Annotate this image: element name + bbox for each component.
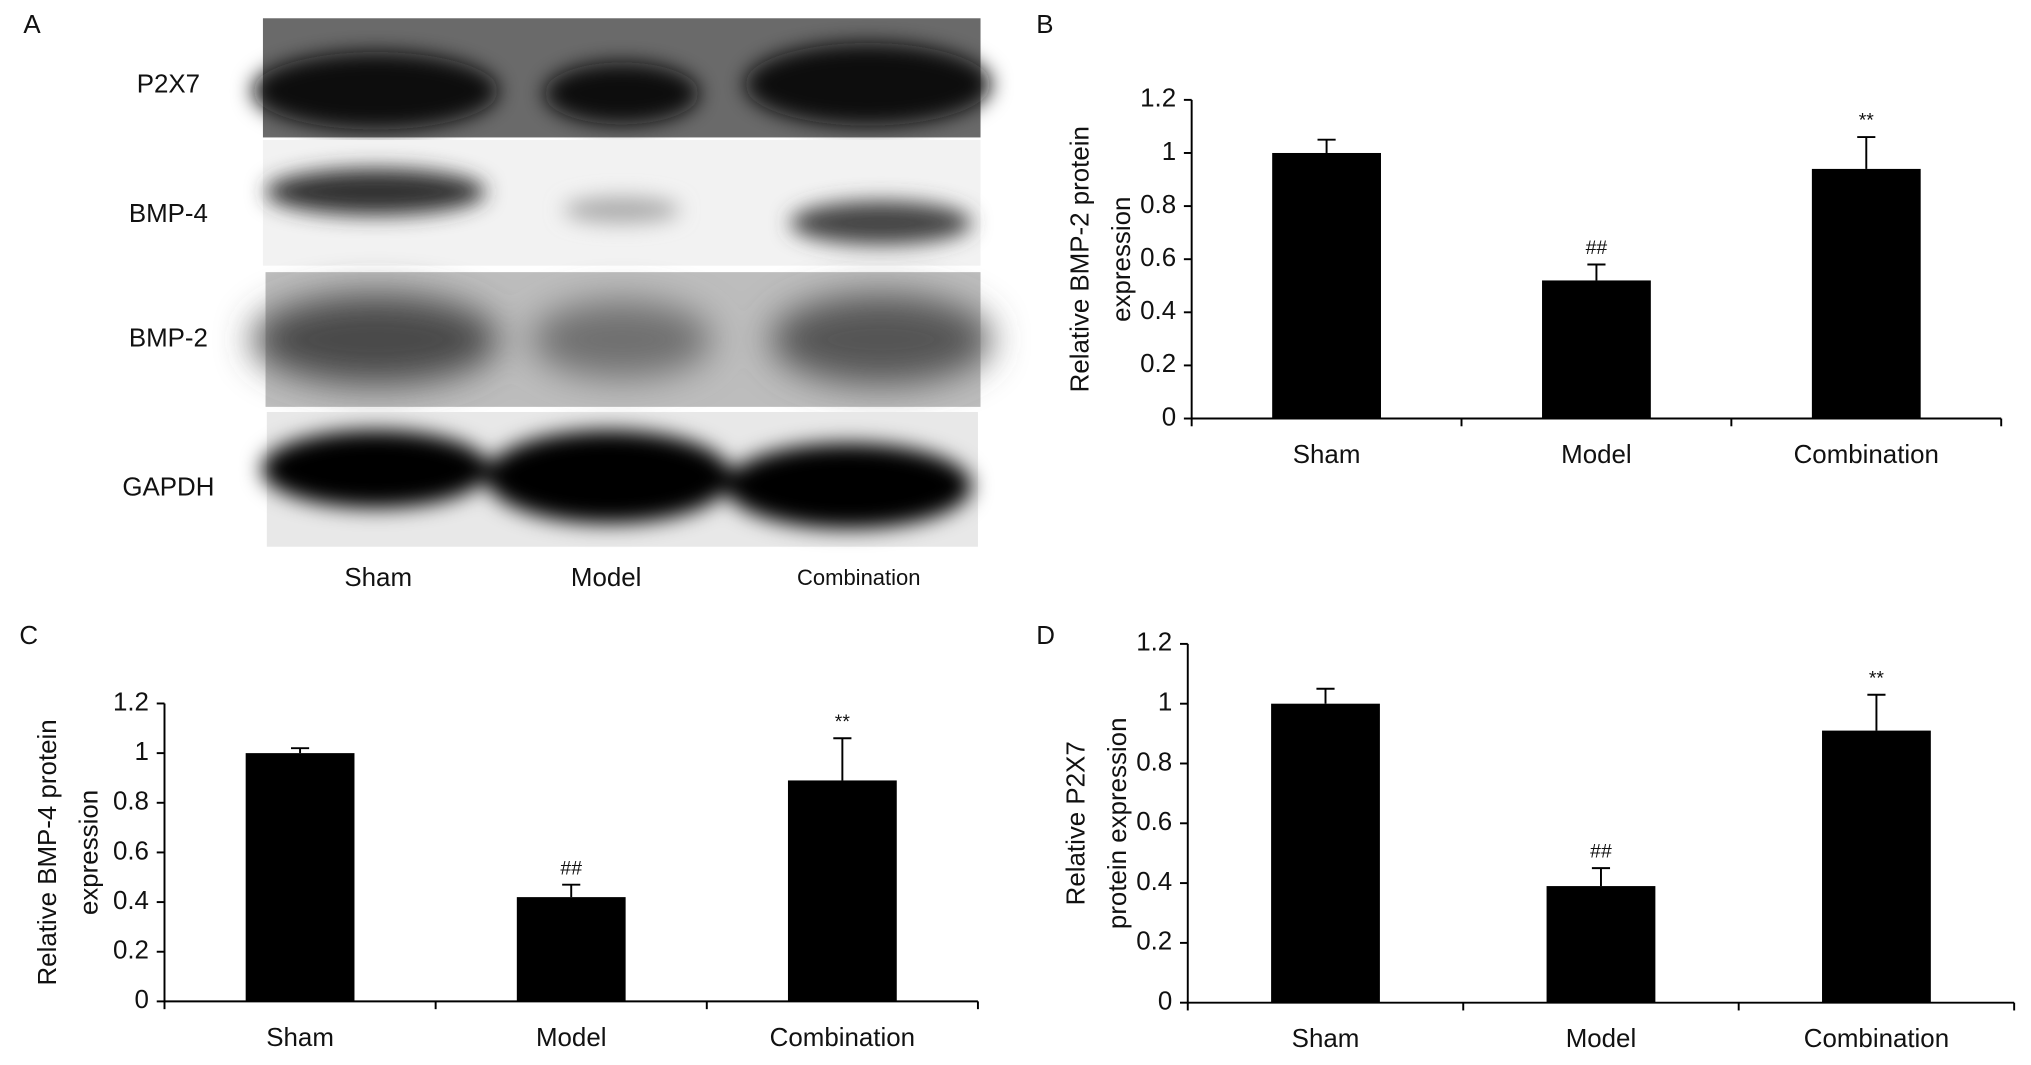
x-tick-label: Sham (1292, 1025, 1360, 1053)
blot-lane-label: Model (571, 564, 642, 592)
y-tick-label: 0.4 (113, 887, 149, 915)
bar (516, 897, 626, 1002)
y-axis-label: Relative P2X7 (1063, 741, 1091, 905)
bar (1546, 886, 1656, 1003)
blot-row-label: BMP-2 (129, 324, 208, 352)
y-tick-label: 1 (135, 738, 149, 766)
annotation: ## (1590, 841, 1612, 863)
blot-row-label: P2X7 (137, 70, 200, 98)
y-tick-label: 0.8 (1136, 748, 1172, 776)
y-tick-label: 0.8 (113, 788, 149, 816)
y-tick-label: 0 (1158, 988, 1172, 1016)
y-tick-label: 0.4 (1136, 868, 1172, 896)
y-axis-label: Relative BMP-2 protein (1066, 126, 1094, 392)
blot-panel: A (23, 11, 991, 547)
panel-label: B (1036, 11, 1053, 39)
bar (1542, 280, 1651, 419)
y-tick-label: 0.6 (1140, 244, 1176, 272)
annotation: ## (560, 857, 582, 879)
blot-row-label: GAPDH (122, 473, 214, 501)
x-tick-label: Model (1566, 1025, 1637, 1053)
blot-lane-label: Sham (344, 564, 412, 592)
x-tick-label: Combination (1794, 441, 1939, 469)
y-tick-label: 0.2 (1140, 350, 1176, 378)
panel-label: A (23, 11, 41, 39)
panel-label: D (1036, 622, 1055, 650)
y-axis-label: protein expression (1104, 718, 1132, 930)
y-tick-label: 0.2 (1136, 928, 1172, 956)
y-tick-label: 1.2 (1140, 85, 1176, 113)
x-tick-label: Combination (770, 1024, 915, 1052)
y-tick-label: 0 (1162, 403, 1176, 431)
x-tick-label: Model (1561, 441, 1632, 469)
y-tick-label: 0 (135, 986, 149, 1014)
x-tick-label: Sham (266, 1024, 334, 1052)
y-tick-label: 0.6 (113, 837, 149, 865)
y-tick-label: 0.6 (1136, 808, 1172, 836)
annotation: ## (1586, 237, 1608, 259)
bar (1822, 730, 1931, 1003)
bar (1271, 703, 1380, 1003)
y-tick-label: 0.4 (1140, 297, 1176, 325)
annotation: ** (835, 711, 851, 733)
annotation: ** (1869, 667, 1885, 689)
y-tick-label: 1 (1162, 138, 1176, 166)
x-tick-label: Combination (1804, 1025, 1949, 1053)
x-tick-label: Sham (1293, 441, 1361, 469)
bar (1811, 168, 1921, 419)
blot-lane-label: Combination (797, 565, 921, 590)
y-tick-label: 0.2 (113, 937, 149, 965)
y-tick-label: 0.8 (1140, 191, 1176, 219)
annotation: ** (1859, 110, 1875, 132)
y-axis-label: expression (76, 790, 104, 915)
y-tick-label: 1.2 (1136, 629, 1172, 657)
bar (245, 753, 355, 1002)
y-axis-label: Relative BMP-4 protein (34, 719, 62, 985)
bar (787, 780, 897, 1002)
y-axis-label: expression (1108, 197, 1136, 322)
y-tick-label: 1.2 (113, 688, 149, 716)
panel-label: C (19, 622, 38, 650)
y-tick-label: 1 (1158, 689, 1172, 717)
bar (1272, 152, 1381, 419)
blot-row-label: BMP-4 (129, 200, 208, 228)
x-tick-label: Model (536, 1024, 607, 1052)
